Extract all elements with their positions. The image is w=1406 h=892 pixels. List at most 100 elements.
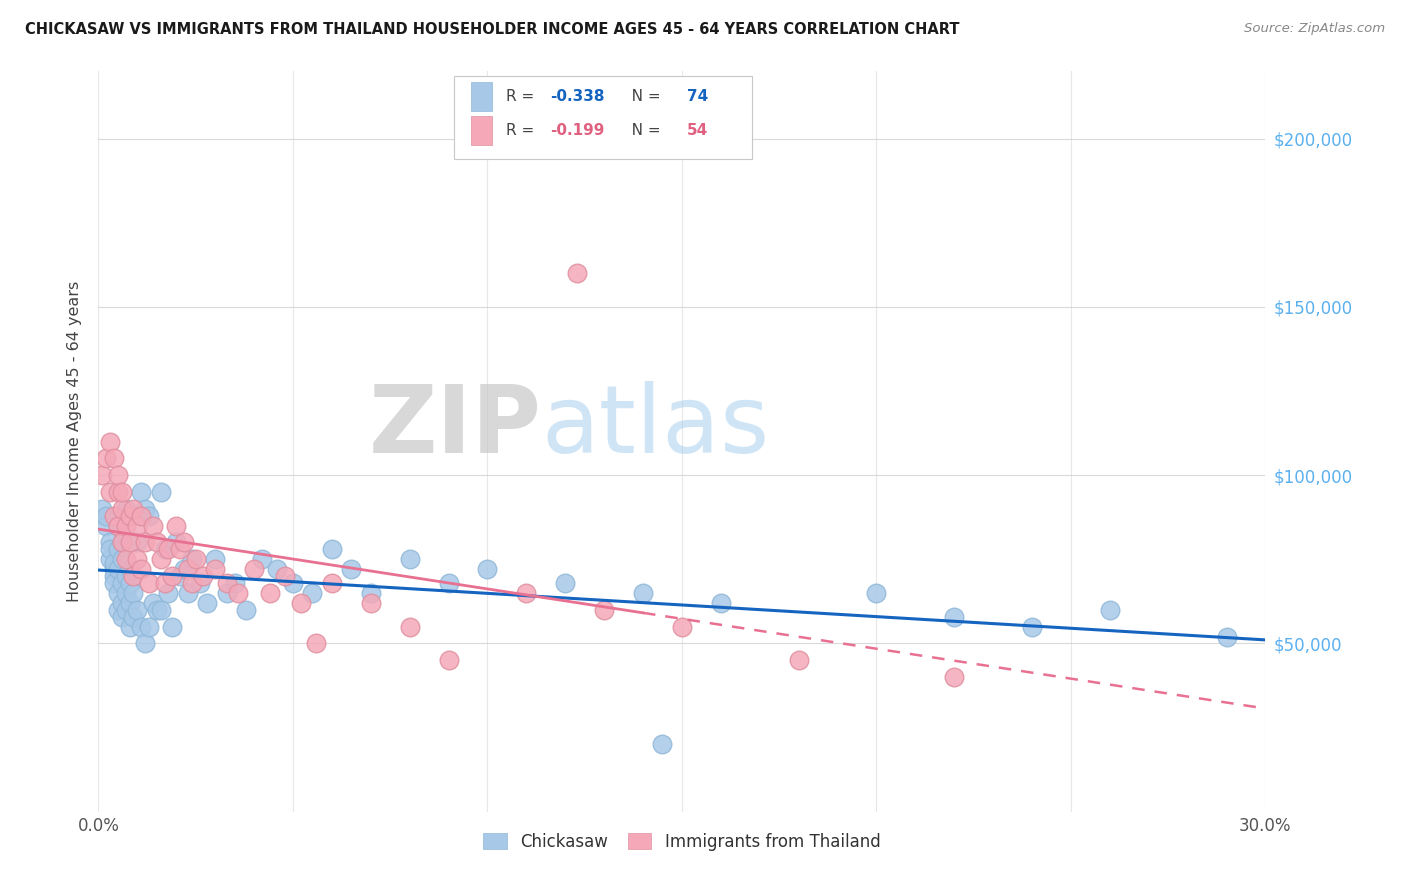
Point	[195, 596, 218, 610]
Point	[91, 501, 114, 516]
Point	[437, 575, 460, 590]
Text: R =: R =	[506, 123, 538, 138]
Point	[91, 468, 114, 483]
Point	[118, 508, 141, 523]
Point	[360, 596, 382, 610]
Point	[228, 586, 250, 600]
Point	[98, 552, 121, 566]
Point	[169, 542, 191, 557]
Text: N =: N =	[617, 89, 665, 104]
Point	[138, 619, 160, 633]
Point	[146, 535, 169, 549]
Point	[224, 575, 246, 590]
Point	[96, 451, 118, 466]
Point	[1098, 603, 1121, 617]
Point	[710, 596, 733, 610]
Point	[321, 542, 343, 557]
Point	[96, 508, 118, 523]
Point	[554, 575, 576, 590]
Point	[593, 603, 616, 617]
Point	[114, 501, 136, 516]
Point	[321, 575, 343, 590]
FancyBboxPatch shape	[471, 116, 492, 145]
Text: R =: R =	[506, 89, 538, 104]
Point	[134, 636, 156, 650]
Point	[138, 575, 160, 590]
Point	[631, 586, 654, 600]
Point	[177, 562, 200, 576]
Point	[671, 619, 693, 633]
Point	[111, 596, 134, 610]
Point	[243, 562, 266, 576]
Point	[651, 738, 673, 752]
Point	[98, 535, 121, 549]
Point	[259, 586, 281, 600]
Point	[565, 266, 588, 280]
Point	[173, 535, 195, 549]
Point	[103, 508, 125, 523]
Point	[149, 552, 172, 566]
Point	[129, 619, 152, 633]
Point	[122, 501, 145, 516]
Point	[215, 586, 238, 600]
Point	[127, 518, 149, 533]
Point	[305, 636, 328, 650]
Point	[118, 535, 141, 549]
Point	[943, 609, 966, 624]
Point	[118, 619, 141, 633]
Point	[153, 575, 176, 590]
Point	[290, 596, 312, 610]
Point	[398, 552, 420, 566]
Point	[193, 569, 215, 583]
Point	[103, 569, 125, 583]
Point	[114, 586, 136, 600]
Point	[149, 485, 172, 500]
Point	[138, 508, 160, 523]
Point	[301, 586, 323, 600]
Point	[153, 542, 176, 557]
Point	[129, 508, 152, 523]
Text: CHICKASAW VS IMMIGRANTS FROM THAILAND HOUSEHOLDER INCOME AGES 45 - 64 YEARS CORR: CHICKASAW VS IMMIGRANTS FROM THAILAND HO…	[25, 22, 960, 37]
Point	[266, 562, 288, 576]
Point	[98, 485, 121, 500]
Point	[118, 575, 141, 590]
Point	[169, 569, 191, 583]
Point	[162, 569, 184, 583]
Point	[107, 603, 129, 617]
Point	[107, 485, 129, 500]
Point	[165, 518, 187, 533]
Point	[215, 575, 238, 590]
Point	[149, 603, 172, 617]
Point	[157, 586, 180, 600]
Y-axis label: Householder Income Ages 45 - 64 years: Householder Income Ages 45 - 64 years	[67, 281, 83, 602]
Point	[114, 518, 136, 533]
Point	[360, 586, 382, 600]
Point	[1215, 630, 1237, 644]
Point	[180, 552, 202, 566]
Point	[1021, 619, 1043, 633]
Point	[111, 609, 134, 624]
Point	[127, 552, 149, 566]
Point	[162, 619, 184, 633]
Point	[111, 552, 134, 566]
Point	[111, 501, 134, 516]
Point	[129, 562, 152, 576]
Point	[437, 653, 460, 667]
Point	[122, 609, 145, 624]
Point	[111, 535, 134, 549]
Point	[103, 451, 125, 466]
Point	[157, 542, 180, 557]
Point	[165, 535, 187, 549]
Point	[107, 542, 129, 557]
Point	[235, 603, 257, 617]
Point	[127, 603, 149, 617]
Point	[180, 575, 202, 590]
Point	[127, 535, 149, 549]
Text: N =: N =	[617, 123, 665, 138]
FancyBboxPatch shape	[454, 76, 752, 159]
Text: -0.338: -0.338	[550, 89, 605, 104]
Point	[515, 586, 537, 600]
Text: 74: 74	[686, 89, 707, 104]
Point	[250, 552, 273, 566]
Point	[142, 596, 165, 610]
